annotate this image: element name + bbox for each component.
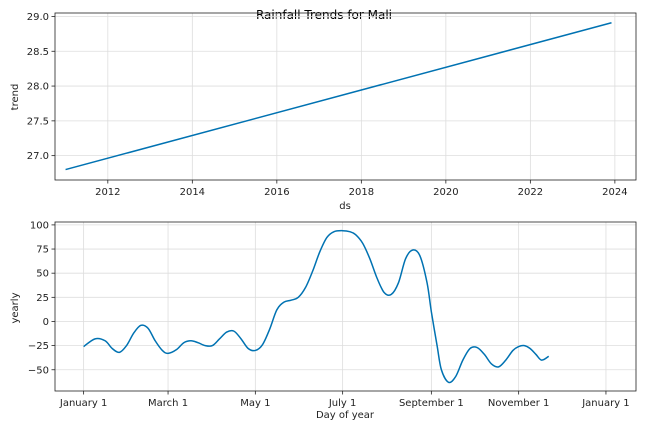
trend-x-tick-label: 2024 xyxy=(602,187,627,198)
yearly-y-tick-label: −50 xyxy=(28,365,49,376)
trend-axes-frame xyxy=(54,12,637,181)
trend-x-axis-label: ds xyxy=(339,201,351,212)
yearly-yearly-line xyxy=(83,229,550,384)
trend-x-tick-label: 2020 xyxy=(433,187,458,198)
trend-y-tick-label: 27.0 xyxy=(27,151,49,162)
trend-x-tick-label: 2022 xyxy=(518,187,543,198)
trend-y-tick-label: 28.0 xyxy=(27,82,49,93)
yearly-y-tick-label: 0 xyxy=(43,317,49,328)
trend-y-tick-label: 28.5 xyxy=(27,47,49,58)
yearly-x-tick-label: September 1 xyxy=(399,398,464,409)
yearly-series xyxy=(83,229,550,384)
trend-ticks: 2012 2014 2016 2018 2020 2022 2024 27.0 27.5 28.0… xyxy=(27,12,628,198)
trend-x-tick-label: 2018 xyxy=(349,187,374,198)
trend-series xyxy=(65,22,612,171)
yearly-y-tick-label: 100 xyxy=(30,220,49,231)
yearly-x-tick-label: January 1 xyxy=(59,398,107,409)
trend-trend-line xyxy=(65,22,612,171)
trend-y-tick-label: 27.5 xyxy=(27,116,49,127)
trend-panel: 2012 2014 2016 2018 2020 2022 2024 27.0 27.5 28.0… xyxy=(10,12,637,212)
yearly-x-tick-label: November 1 xyxy=(488,398,550,409)
yearly-panel: January 1 March 1 May 1 July 1 September 1 No… xyxy=(10,220,637,421)
yearly-y-tick-label: 75 xyxy=(36,245,49,256)
trend-grid xyxy=(55,13,636,180)
yearly-y-tick-label: 25 xyxy=(36,293,49,304)
trend-x-tick-label: 2012 xyxy=(95,187,120,198)
yearly-x-tick-label: May 1 xyxy=(240,398,270,409)
yearly-x-tick-label: January 1 xyxy=(581,398,629,409)
yearly-x-tick-label: July 1 xyxy=(328,398,357,409)
yearly-y-tick-label: 50 xyxy=(36,269,49,280)
trend-y-tick-label: 29.0 xyxy=(27,12,49,23)
yearly-ticks: January 1 March 1 May 1 July 1 September 1 No… xyxy=(28,220,630,409)
trend-x-tick-label: 2014 xyxy=(180,187,205,198)
yearly-x-axis-label: Day of year xyxy=(316,410,375,421)
yearly-axes-frame xyxy=(54,221,637,392)
trend-x-tick-label: 2016 xyxy=(264,187,289,198)
yearly-x-tick-label: March 1 xyxy=(148,398,188,409)
trend-y-axis-label: trend xyxy=(10,84,21,111)
chart-title: Rainfall Trends for Mali xyxy=(256,8,392,22)
yearly-y-tick-label: −25 xyxy=(28,341,49,352)
yearly-y-axis-label: yearly xyxy=(10,292,21,323)
yearly-grid xyxy=(55,222,636,391)
